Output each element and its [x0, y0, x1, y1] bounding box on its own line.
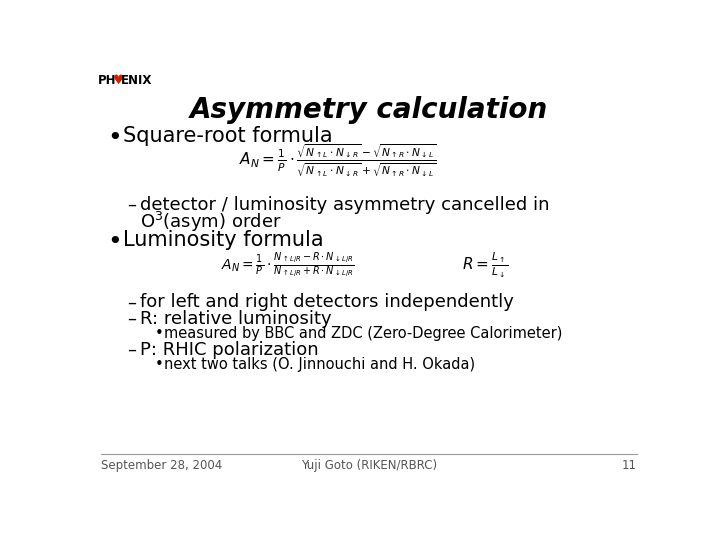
Text: measured by BBC and ZDC (Zero-Degree Calorimeter): measured by BBC and ZDC (Zero-Degree Cal… — [164, 326, 563, 341]
Text: $A_N = \frac{1}{P} \cdot \frac{\sqrt{N_{\uparrow L} \cdot N_{\downarrow R}} - \s: $A_N = \frac{1}{P} \cdot \frac{\sqrt{N_{… — [239, 143, 436, 179]
Text: •: • — [155, 357, 164, 373]
Text: ♥: ♥ — [113, 74, 125, 87]
Text: –: – — [127, 309, 136, 328]
Text: P: RHIC polarization: P: RHIC polarization — [140, 341, 318, 359]
Text: $A_N = \frac{1}{P} \cdot \frac{N_{\uparrow L/R} - R \cdot N_{\downarrow L/R}}{N_: $A_N = \frac{1}{P} \cdot \frac{N_{\uparr… — [221, 250, 354, 280]
Text: for left and right detectors independently: for left and right detectors independent… — [140, 294, 513, 312]
Text: •: • — [155, 326, 164, 341]
Text: –: – — [127, 341, 136, 359]
Text: •: • — [107, 126, 122, 151]
Text: R: relative luminosity: R: relative luminosity — [140, 309, 331, 328]
Text: 11: 11 — [622, 459, 637, 472]
Text: detector / luminosity asymmetry cancelled in: detector / luminosity asymmetry cancelle… — [140, 195, 549, 214]
Text: •: • — [107, 231, 122, 254]
Text: O$^3$(asym) order: O$^3$(asym) order — [140, 210, 281, 234]
Text: Luminosity formula: Luminosity formula — [122, 231, 323, 251]
Text: next two talks (O. Jinnouchi and H. Okada): next two talks (O. Jinnouchi and H. Okad… — [164, 357, 475, 373]
Text: PH: PH — [98, 74, 116, 87]
Text: –: – — [127, 195, 136, 214]
Text: Square-root formula: Square-root formula — [122, 126, 332, 146]
Text: Asymmetry calculation: Asymmetry calculation — [190, 96, 548, 124]
Text: September 28, 2004: September 28, 2004 — [101, 459, 222, 472]
Text: Yuji Goto (RIKEN/RBRC): Yuji Goto (RIKEN/RBRC) — [301, 459, 437, 472]
Text: $R = \frac{L_{\uparrow}}{L_{\downarrow}}$: $R = \frac{L_{\uparrow}}{L_{\downarrow}}… — [462, 251, 508, 280]
Text: –: – — [127, 294, 136, 312]
Text: ENIX: ENIX — [121, 74, 153, 87]
